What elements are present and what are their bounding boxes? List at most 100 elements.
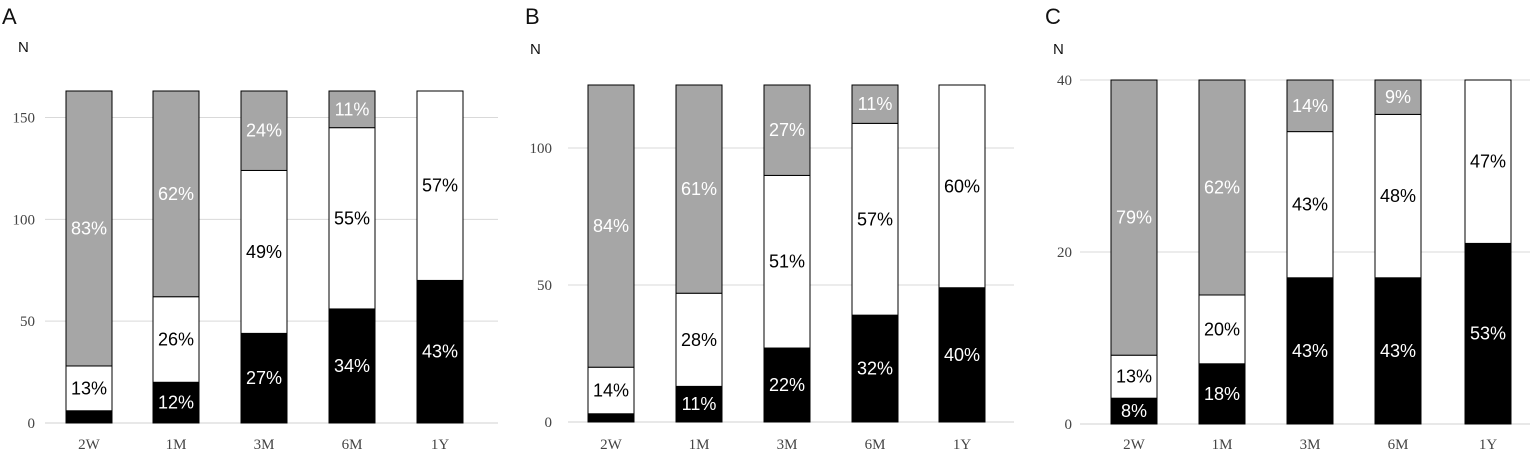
bar-segment: [416, 90, 464, 281]
bar-segment: [240, 169, 288, 334]
bar-segment: [1110, 354, 1158, 399]
data-label: 14%: [1292, 96, 1328, 116]
bar-segment: [65, 90, 113, 367]
bar-segment: [851, 314, 899, 423]
bar-segment: [763, 84, 811, 176]
data-label: 14%: [593, 380, 629, 400]
x-tick-label: 1Y: [431, 437, 450, 453]
bar-segment: [1286, 277, 1334, 425]
y-tick-label: 100: [13, 212, 36, 228]
data-label: 49%: [246, 242, 282, 262]
data-label: 22%: [769, 375, 805, 395]
data-label: 11%: [858, 94, 893, 114]
data-label: 62%: [1204, 178, 1240, 198]
data-label: 13%: [71, 378, 107, 398]
data-label: 47%: [1470, 152, 1506, 172]
panel-letter: C: [1045, 4, 1061, 29]
y-tick-label: 0: [545, 415, 553, 431]
y-tick-label: 50: [20, 314, 35, 330]
y-tick-label: 40: [1057, 73, 1072, 89]
data-label: 83%: [71, 218, 107, 238]
bar-segment: [675, 385, 723, 423]
data-label: 51%: [769, 252, 805, 272]
data-label: 8%: [1121, 401, 1147, 421]
panel-letter: A: [2, 4, 17, 29]
bar-segment: [938, 84, 986, 289]
x-tick-label: 3M: [777, 437, 798, 453]
x-tick-label: 6M: [1388, 437, 1409, 453]
y-axis-label: N: [1053, 41, 1064, 58]
bar-segment: [152, 296, 200, 383]
bar-segment: [1286, 131, 1334, 279]
data-label: 12%: [158, 393, 194, 413]
x-tick-label: 1Y: [1479, 437, 1498, 453]
data-label: 84%: [593, 216, 629, 236]
bar-segment: [1110, 397, 1158, 425]
data-label: 43%: [1292, 341, 1328, 361]
x-tick-label: 2W: [600, 437, 623, 453]
data-label: 55%: [334, 208, 370, 228]
data-label: 26%: [158, 329, 194, 349]
data-label: 32%: [857, 359, 893, 379]
y-tick-label: 50: [537, 278, 552, 294]
x-tick-label: 1M: [166, 437, 187, 453]
bar-segment: [65, 365, 113, 412]
y-axis-label: N: [18, 39, 29, 56]
bar-segment: [328, 90, 376, 129]
bar-segment: [1198, 363, 1246, 425]
bar-segment: [65, 410, 113, 424]
x-tick-label: 3M: [1300, 437, 1321, 453]
data-label: 48%: [1380, 186, 1416, 206]
data-label: 40%: [944, 345, 980, 365]
data-label: 79%: [1116, 208, 1152, 228]
data-label: 43%: [1380, 341, 1416, 361]
data-label: 53%: [1470, 324, 1506, 344]
bar-segment: [587, 413, 635, 423]
x-tick-label: 1Y: [953, 437, 972, 453]
data-label: 13%: [1116, 367, 1152, 387]
bar-segment: [1464, 242, 1512, 425]
bar-segment: [1374, 113, 1422, 279]
bar-segment: [675, 292, 723, 387]
bar-segment: [587, 366, 635, 415]
data-label: 43%: [1292, 195, 1328, 215]
x-tick-label: 1M: [689, 437, 710, 453]
y-tick-label: 20: [1057, 245, 1072, 261]
bar-segment: [152, 90, 200, 298]
x-tick-label: 6M: [342, 437, 363, 453]
bar-segment: [851, 122, 899, 316]
data-label: 62%: [158, 184, 194, 204]
y-tick-label: 0: [28, 416, 36, 432]
panel-a: AN 0 50 100 150 13% 83% 2W 12% 26% 62% 1M 27% 49% 24% 3…: [2, 4, 498, 453]
bar-segment: [1110, 79, 1158, 356]
bar-segment: [240, 332, 288, 424]
bar-segment: [1374, 277, 1422, 425]
bar-segment: [1198, 79, 1246, 296]
data-label: 27%: [769, 120, 805, 140]
x-tick-label: 2W: [1123, 437, 1146, 453]
data-label: 11%: [682, 394, 717, 414]
data-label: 57%: [422, 176, 458, 196]
bar-segment: [938, 287, 986, 423]
data-label: 18%: [1204, 384, 1240, 404]
bar-segment: [416, 279, 464, 424]
data-label: 27%: [246, 368, 282, 388]
bar-segment: [587, 84, 635, 368]
x-tick-label: 1M: [1212, 437, 1233, 453]
data-label: 61%: [681, 179, 717, 199]
panel-c: CN 0 20 40 8% 13% 79% 2W 18% 20% 62% 1M 43% 43% 14% 3M 4…: [1045, 4, 1530, 453]
x-tick-label: 3M: [254, 437, 275, 453]
bar-segment: [1464, 79, 1512, 244]
bar-segment: [1198, 294, 1246, 365]
bar-segment: [1286, 79, 1334, 133]
y-axis-label: N: [530, 41, 541, 58]
data-label: 60%: [944, 176, 980, 196]
data-label: 43%: [422, 342, 458, 362]
data-label: 9%: [1385, 87, 1411, 107]
x-tick-label: 6M: [865, 437, 886, 453]
bar-segment: [1374, 79, 1422, 115]
panel-letter: B: [525, 4, 540, 29]
y-tick-label: 150: [13, 110, 36, 126]
data-label: 24%: [246, 121, 282, 141]
